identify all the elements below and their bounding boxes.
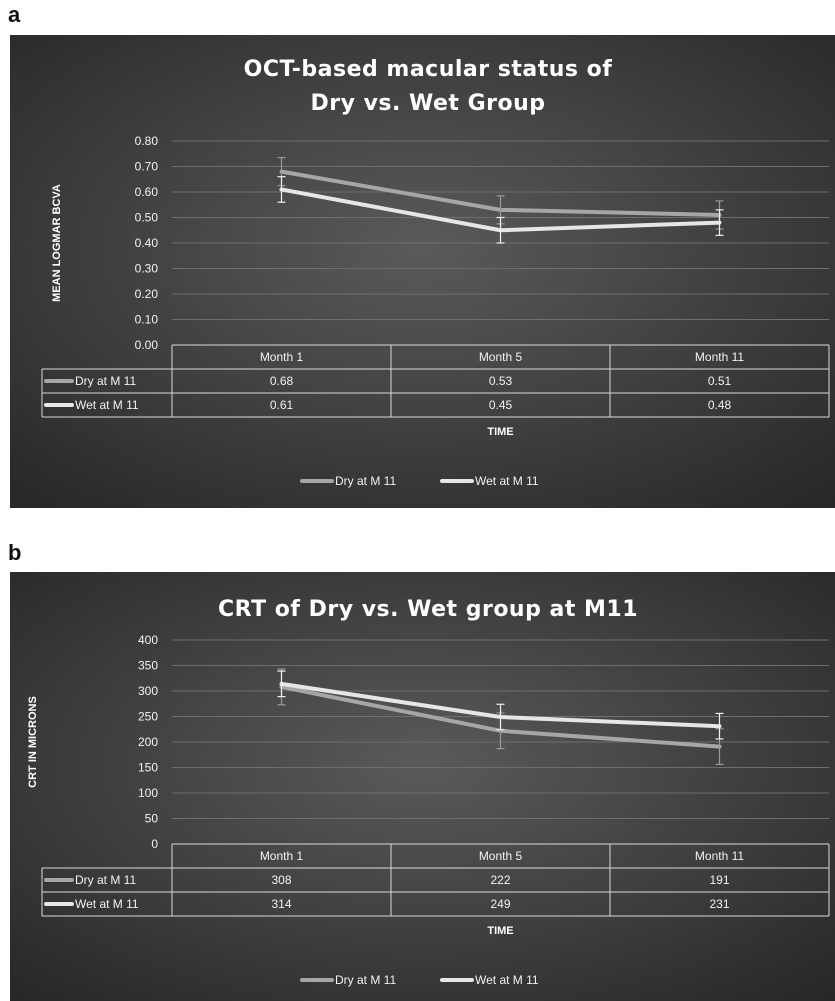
y-tick-label: 200 — [138, 735, 158, 749]
chart-background — [10, 35, 835, 508]
x-category-label: Month 11 — [695, 849, 744, 863]
x-axis-title: TIME — [487, 426, 513, 438]
y-tick-label: 0.30 — [135, 262, 159, 276]
y-tick-label: 0.40 — [135, 236, 159, 250]
data-table: Month 1 Month 5 Month 11 Dry at M 11 0.68 0.5… — [41, 344, 830, 418]
panel-label-a: a — [8, 2, 21, 27]
data-cell: 0.53 — [489, 374, 513, 388]
y-tick-label: 0.60 — [135, 185, 159, 199]
data-cell: 0.51 — [708, 374, 732, 388]
data-cell: 231 — [709, 897, 729, 911]
y-tick-label: 400 — [138, 633, 158, 647]
error-bar — [496, 703, 505, 731]
data-cell: 0.45 — [489, 398, 513, 412]
data-cell: 222 — [490, 873, 510, 887]
data-cell: 0.48 — [708, 398, 732, 412]
x-category-label: Month 1 — [260, 350, 304, 364]
y-tick-label: 250 — [138, 710, 158, 724]
x-category-label: Month 1 — [260, 849, 304, 863]
legend-entry: Wet at M 11 — [475, 474, 539, 488]
chart-title: Dry vs. Wet Group — [310, 91, 545, 116]
series-row-label: Dry at M 11 — [75, 873, 136, 887]
panel-label-b: b — [8, 540, 22, 565]
legend-entry: Dry at M 11 — [335, 474, 396, 488]
series-row-label: Dry at M 11 — [75, 374, 136, 388]
x-axis-title: TIME — [487, 925, 513, 937]
x-category-label: Month 5 — [479, 849, 523, 863]
data-cell: 191 — [709, 873, 729, 887]
chart-panel-b: CRT of Dry vs. Wet group at M11 0 50 100 150… — [10, 572, 835, 1001]
y-tick-label: 0.00 — [135, 338, 159, 352]
y-tick-label: 0.10 — [135, 313, 159, 327]
data-cell: 0.68 — [270, 374, 294, 388]
chart-svg-a: OCT-based macular status of Dry vs. Wet G… — [10, 35, 835, 508]
legend-entry: Dry at M 11 — [335, 973, 396, 987]
data-cell: 314 — [271, 897, 291, 911]
legend-entry: Wet at M 11 — [475, 973, 539, 987]
y-tick-label: 0.70 — [135, 160, 159, 174]
y-tick-label: 150 — [138, 761, 158, 775]
y-tick-label: 0 — [151, 837, 158, 851]
chart-background — [10, 572, 835, 1001]
y-tick-label: 0.20 — [135, 287, 159, 301]
y-tick-label: 350 — [138, 659, 158, 673]
x-category-label: Month 5 — [479, 350, 523, 364]
y-tick-label: 50 — [145, 812, 159, 826]
y-tick-label: 100 — [138, 786, 158, 800]
y-axis-title: CRT IN MICRONS — [27, 696, 39, 788]
y-tick-label: 300 — [138, 684, 158, 698]
y-tick-label: 0.50 — [135, 211, 159, 225]
chart-svg-b: CRT of Dry vs. Wet group at M11 0 50 100 150… — [10, 572, 835, 1001]
error-bar — [496, 216, 505, 244]
chart-title: CRT of Dry vs. Wet group at M11 — [218, 597, 638, 622]
chart-panel-a: OCT-based macular status of Dry vs. Wet G… — [10, 35, 835, 508]
x-category-label: Month 11 — [695, 350, 744, 364]
error-bar — [277, 670, 286, 698]
series-row-label: Wet at M 11 — [75, 398, 139, 412]
data-cell: 308 — [271, 873, 291, 887]
chart-title: OCT-based macular status of — [244, 57, 613, 82]
error-bar — [277, 176, 286, 203]
data-cell: 0.61 — [270, 398, 294, 412]
series-row-label: Wet at M 11 — [75, 897, 139, 911]
y-tick-label: 0.80 — [135, 134, 159, 148]
legend: Dry at M 11 Wet at M 11 — [300, 474, 539, 488]
data-cell: 249 — [490, 897, 510, 911]
error-bar — [715, 209, 724, 236]
y-axis-title: MEAN LOGMAR BCVA — [51, 184, 63, 302]
error-bar — [715, 712, 724, 740]
data-table: Month 1 Month 5 Month 11 Dry at M 11 308 222 1… — [41, 843, 830, 917]
legend: Dry at M 11 Wet at M 11 — [300, 973, 539, 987]
